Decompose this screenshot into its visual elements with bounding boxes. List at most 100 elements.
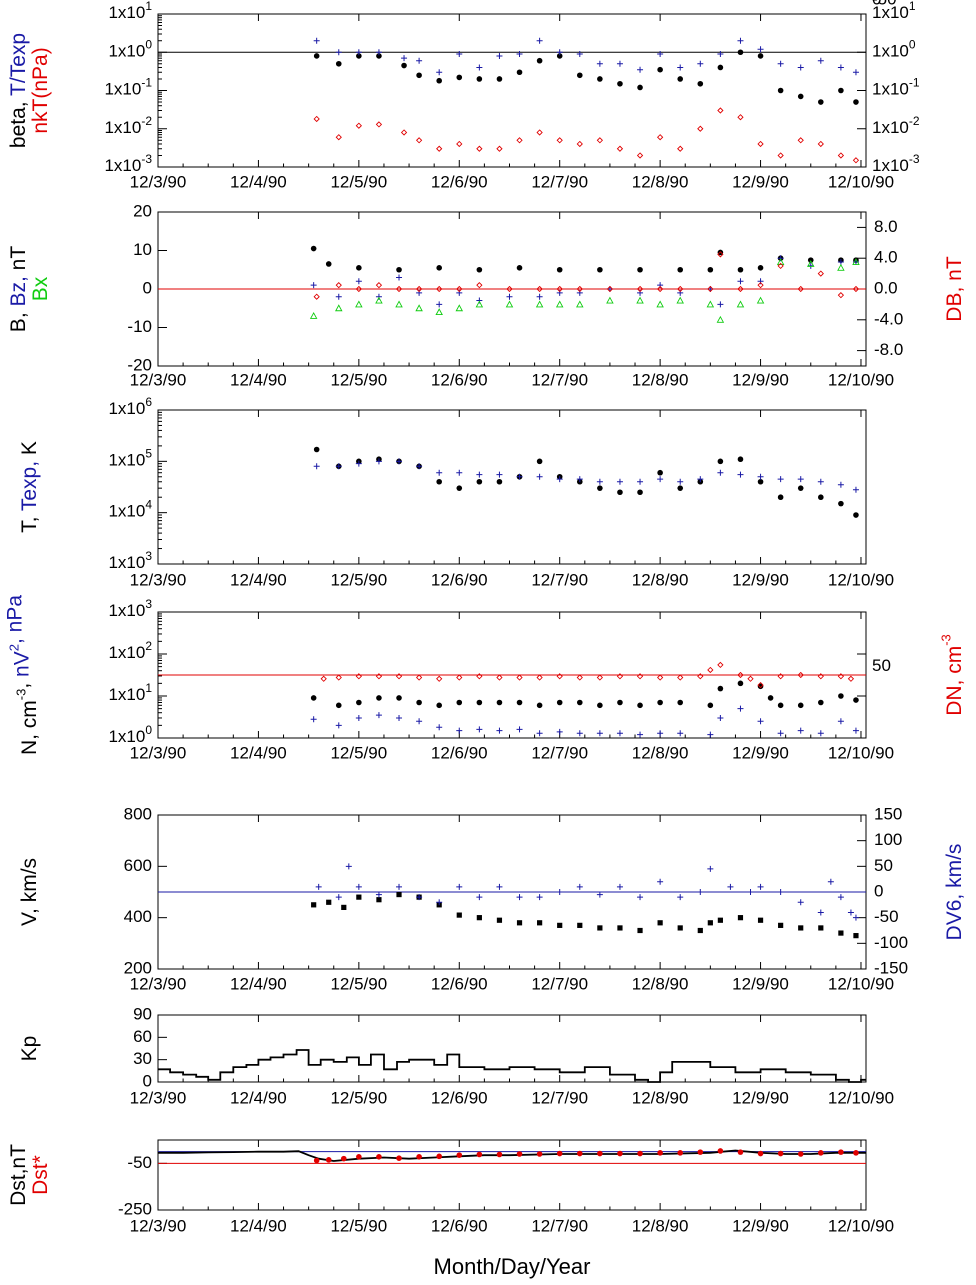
data-point	[313, 1157, 320, 1164]
x-tick-label: 12/9/90	[732, 172, 789, 191]
panel-temperature: 12/3/90 12/4/90 12/5/90 12/6/90 12/7/90 12/8/…	[18, 395, 895, 589]
data-point	[476, 76, 483, 82]
y-tick-label: 1x101	[108, 681, 152, 704]
data-point	[797, 702, 804, 709]
data-point	[737, 680, 744, 687]
data-point	[456, 699, 463, 706]
data-point	[852, 69, 859, 76]
x-tick-label: 12/8/90	[632, 1216, 689, 1235]
data-point	[637, 478, 644, 485]
y-tick-label: 10	[133, 240, 152, 259]
data-point	[416, 72, 422, 79]
data-point	[416, 57, 423, 64]
y2-tick-label: 1x10-3	[872, 152, 920, 175]
data-point	[456, 140, 463, 148]
data-point	[436, 469, 443, 476]
y-axis-density: 1x1031x1021x1011x100500-50	[108, 0, 896, 746]
series-texp	[313, 458, 859, 493]
data-point	[637, 927, 643, 934]
data-point	[396, 1155, 402, 1161]
data-point	[817, 270, 824, 277]
data-point	[697, 125, 704, 132]
y-tick-label: 1x10-1	[104, 76, 152, 99]
data-point	[456, 74, 463, 81]
y-tick-label: 1x103	[108, 597, 152, 620]
data-point	[756, 296, 765, 304]
data-point	[697, 80, 704, 87]
data-point	[798, 925, 804, 931]
data-point	[436, 724, 443, 731]
data-point	[697, 673, 704, 680]
data-point	[853, 697, 859, 703]
x-tick-label: 12/6/90	[431, 1216, 488, 1235]
x-tick-label: 12/9/90	[732, 743, 789, 762]
y2-tick-label: -150	[874, 958, 908, 977]
data-point	[496, 478, 503, 485]
data-point	[516, 69, 523, 76]
y-tick-label: -250	[118, 1199, 152, 1218]
data-point	[506, 293, 513, 300]
data-point	[636, 152, 644, 159]
data-point	[355, 122, 362, 129]
data-point	[436, 301, 443, 308]
data-point	[657, 282, 664, 289]
y-axis-label-field-line-1: Bx	[29, 276, 52, 301]
data-point	[576, 674, 583, 681]
data-point	[456, 469, 463, 476]
data-point	[335, 894, 342, 901]
data-point	[737, 114, 744, 121]
data-point	[506, 285, 513, 293]
data-point	[516, 920, 523, 926]
data-point	[416, 463, 423, 470]
data-point	[456, 485, 463, 491]
y-tick-label: 1x106	[108, 395, 152, 418]
data-point	[416, 1154, 422, 1160]
data-point	[757, 883, 764, 890]
data-point	[777, 60, 784, 67]
y-axis-label-field-line-0: B, Bz, nT	[7, 246, 30, 333]
panel-velocity: 12/3/90 12/4/90 12/5/90 12/6/90 12/7/90 12/8/…	[18, 804, 966, 993]
data-point	[576, 285, 583, 293]
data-point	[416, 699, 422, 706]
x-tick-label: 12/6/90	[431, 172, 488, 191]
data-point	[677, 925, 683, 931]
series-line	[158, 1149, 866, 1162]
y-axis-label-beta-line-0: beta, T/Texp	[7, 33, 30, 148]
data-point	[657, 469, 663, 476]
data-point	[436, 69, 443, 76]
data-point	[596, 891, 603, 898]
data-point	[476, 145, 483, 152]
x-tick-label: 12/9/90	[732, 1216, 789, 1235]
data-point	[536, 129, 543, 136]
data-point	[637, 731, 644, 738]
data-point	[617, 80, 623, 87]
data-point	[436, 702, 442, 709]
y-axis-velocity: 800 600 400 200 150 100 50 0 -50 -100 -150	[124, 804, 908, 977]
data-point	[456, 285, 463, 293]
data-point	[656, 285, 664, 293]
x-tick-label: 12/10/90	[828, 370, 894, 389]
data-point	[838, 930, 844, 936]
data-point	[335, 463, 342, 470]
data-point	[475, 300, 484, 308]
data-point	[516, 1151, 523, 1157]
y-tick-label: 600	[124, 856, 152, 875]
data-point	[717, 51, 724, 58]
data-point	[817, 730, 824, 737]
data-point	[737, 49, 744, 56]
y-axis-kp: 90 60 30 0	[133, 1004, 167, 1090]
data-point	[697, 60, 704, 67]
data-point	[356, 1154, 362, 1160]
series-dn	[320, 661, 855, 689]
data-point	[476, 471, 483, 478]
data-point	[807, 260, 815, 267]
x-tick-label: 12/8/90	[632, 570, 689, 589]
data-point	[597, 925, 603, 931]
data-point	[852, 258, 860, 265]
data-point	[657, 51, 664, 58]
x-tick-label: 12/6/90	[431, 570, 488, 589]
data-point	[436, 1153, 442, 1160]
data-point	[707, 865, 714, 872]
data-point	[476, 64, 483, 71]
